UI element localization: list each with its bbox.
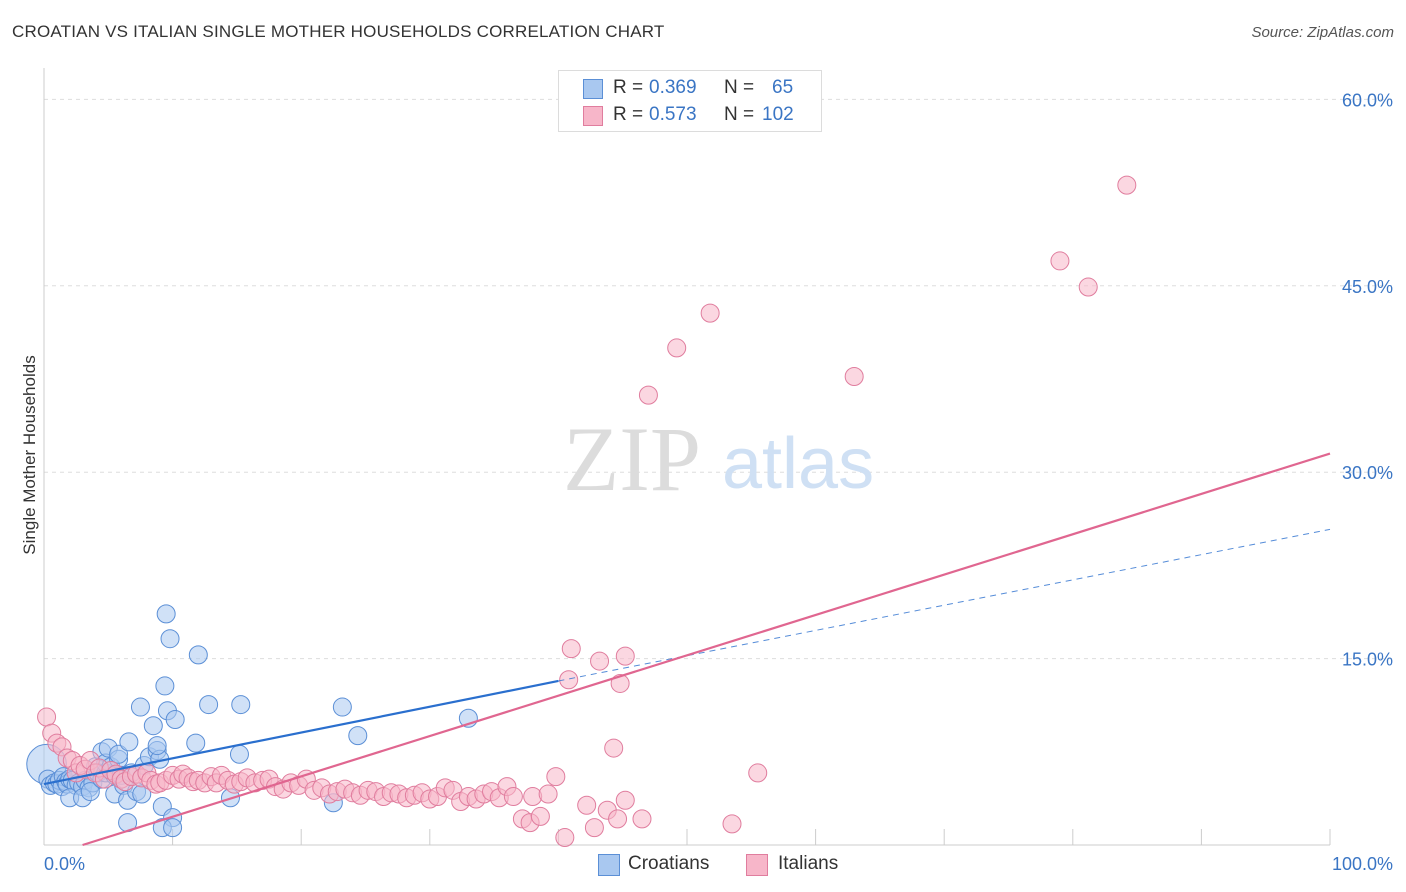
italian-point bbox=[700, 303, 720, 323]
croatian-point bbox=[332, 697, 352, 717]
croatian-point bbox=[165, 709, 185, 729]
italians-swatch bbox=[583, 106, 603, 126]
croatian-point bbox=[163, 818, 183, 838]
trend-lines bbox=[43, 452, 1331, 847]
italian-point bbox=[1078, 277, 1098, 297]
italian-point bbox=[844, 367, 864, 387]
n-value: 102 bbox=[762, 104, 794, 125]
croatian-point bbox=[160, 629, 180, 649]
italian-point bbox=[1050, 251, 1070, 271]
italian-point bbox=[615, 646, 635, 666]
italian-point bbox=[604, 738, 624, 758]
italians-trend-line bbox=[82, 452, 1331, 847]
croatian-point bbox=[156, 604, 176, 624]
italian-point bbox=[667, 338, 687, 358]
croatian-point bbox=[147, 736, 167, 756]
chart-title: CROATIAN VS ITALIAN SINGLE MOTHER HOUSEH… bbox=[12, 22, 665, 41]
r-value: 0.369 bbox=[649, 77, 697, 98]
croatian-point bbox=[186, 733, 206, 753]
italian-point bbox=[1117, 175, 1137, 195]
italians-points bbox=[37, 175, 1137, 848]
source-label: Source: ZipAtlas.com bbox=[1251, 24, 1394, 41]
y-tick-label: 60.0% bbox=[1342, 90, 1393, 110]
croatians-legend-swatch bbox=[598, 854, 620, 876]
italians-legend-swatch bbox=[746, 854, 768, 876]
watermark: ZIP atlas bbox=[563, 408, 874, 510]
croatian-point bbox=[348, 726, 368, 746]
r-label: R = bbox=[613, 104, 644, 125]
italian-point bbox=[584, 818, 604, 838]
italians-legend-label: Italians bbox=[778, 853, 839, 874]
n-value: 65 bbox=[772, 77, 794, 98]
watermark-atlas: atlas bbox=[722, 424, 874, 504]
croatians-swatch bbox=[583, 79, 603, 99]
italian-point bbox=[748, 763, 768, 783]
stats-legend-row-croatians: R = 0.369 N = 65 bbox=[559, 75, 821, 101]
croatian-point bbox=[229, 744, 249, 764]
y-tick-label: 15.0% bbox=[1342, 650, 1393, 670]
croatian-point bbox=[143, 716, 163, 736]
n-label: N = bbox=[724, 77, 755, 98]
italian-point bbox=[559, 670, 579, 690]
x-tick-label: 0.0% bbox=[44, 854, 85, 874]
croatians-trend-line bbox=[43, 679, 559, 786]
stats-legend: R = 0.369 N = 65 R = 0.573 N = 102 bbox=[558, 70, 822, 132]
italian-point bbox=[615, 790, 635, 810]
stats-legend-row-italians: R = 0.573 N = 102 bbox=[559, 102, 821, 128]
italian-point bbox=[632, 809, 652, 829]
italian-point bbox=[577, 795, 597, 815]
croatian-point bbox=[199, 695, 219, 715]
italian-point bbox=[555, 828, 575, 848]
italian-point bbox=[610, 673, 630, 693]
croatian-point bbox=[109, 744, 129, 764]
italian-point bbox=[608, 809, 628, 829]
italian-point bbox=[561, 639, 581, 659]
r-value: 0.573 bbox=[649, 104, 697, 125]
italian-point bbox=[538, 784, 558, 804]
italian-point bbox=[503, 787, 523, 807]
croatian-point bbox=[80, 782, 100, 802]
watermark-zip: ZIP bbox=[563, 408, 701, 510]
tick-labels: 15.0% 30.0% 45.0% 60.0% 0.0% 100.0% bbox=[44, 90, 1393, 874]
y-tick-label: 30.0% bbox=[1342, 463, 1393, 483]
r-label: R = bbox=[613, 77, 644, 98]
italian-point bbox=[37, 707, 57, 727]
croatians-legend-label: Croatians bbox=[628, 853, 710, 874]
y-tick-label: 45.0% bbox=[1342, 277, 1393, 297]
croatian-point bbox=[155, 676, 175, 696]
italian-point bbox=[546, 767, 566, 787]
italian-point bbox=[590, 651, 610, 671]
italian-point bbox=[530, 806, 550, 826]
x-tick-label: 100.0% bbox=[1332, 854, 1393, 874]
italian-point bbox=[722, 814, 742, 834]
grid-lines bbox=[44, 98, 1392, 660]
croatian-point bbox=[231, 695, 251, 715]
italian-point bbox=[638, 385, 658, 405]
croatian-point bbox=[130, 697, 150, 717]
croatian-point bbox=[188, 645, 208, 665]
n-label: N = bbox=[724, 104, 755, 125]
croatian-point bbox=[119, 732, 139, 752]
